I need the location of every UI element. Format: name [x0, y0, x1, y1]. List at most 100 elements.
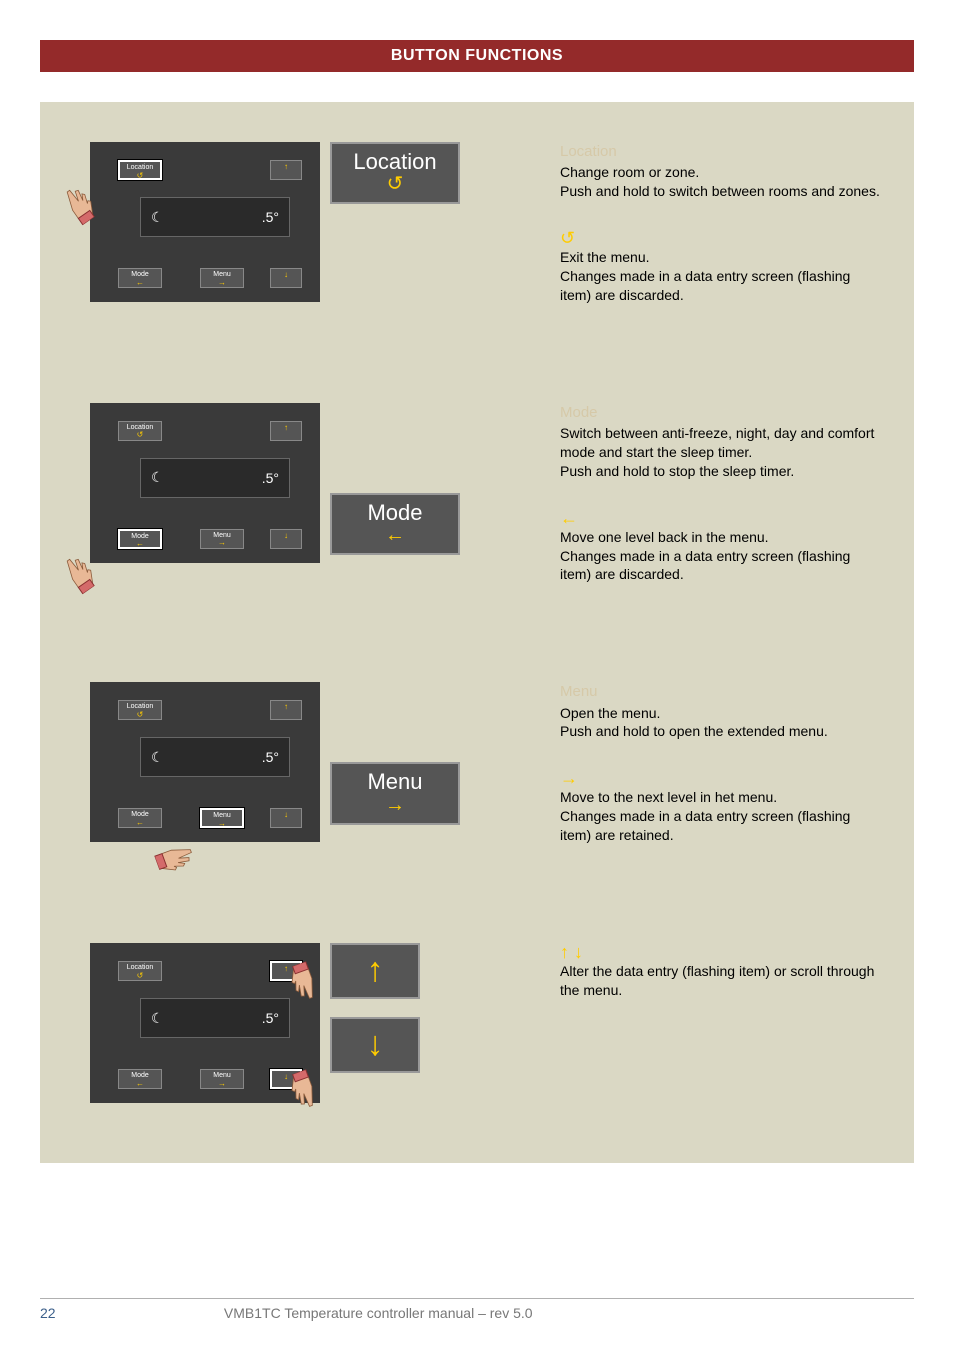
mode-button: Mode ← — [118, 268, 162, 288]
arrow-left-icon: ← — [119, 819, 161, 828]
desc-line: Switch between anti-freeze, night, day a… — [560, 424, 884, 462]
callout-button: Menu → — [330, 762, 460, 824]
callout-sub-icon: → — [385, 794, 405, 817]
button-label: Location — [127, 964, 153, 971]
location-button: Location ↺ — [118, 700, 162, 720]
arrow-right-icon: → — [202, 820, 242, 829]
function-row: Location ↺ ↑ ☾ .5° Mode ← Menu → ↓ — [70, 943, 884, 1103]
callout-column: Menu → — [330, 762, 540, 824]
arrow-right-icon: → — [201, 539, 243, 548]
mode-button: Mode ← — [118, 808, 162, 828]
content-area: Location ↺ ↑ ☾ .5° Mode ← Menu → ↓ — [40, 102, 914, 1163]
temp-reading: .5° — [262, 1010, 279, 1026]
arrow-down-icon: ↓ — [271, 532, 301, 541]
temp-reading: .5° — [262, 749, 279, 765]
up-button: ↑ — [270, 421, 302, 441]
description-column: Location Change room or zone.Push and ho… — [560, 142, 884, 333]
desc-title: Mode — [560, 403, 884, 423]
desc-title: ↺ — [560, 229, 884, 247]
lcd-screen: ☾ .5° — [140, 737, 290, 777]
arrow-left-icon: ← — [119, 279, 161, 288]
desc-line: Exit the menu. — [560, 248, 884, 267]
desc-title: Location — [560, 142, 884, 162]
callout-button: ↑ — [330, 943, 420, 999]
desc-line: Alter the data entry (flashing item) or … — [560, 962, 884, 1000]
lcd-screen: ☾ .5° — [140, 197, 290, 237]
desc-line: Changes made in a data entry screen (fla… — [560, 267, 884, 305]
menu-button: Menu → — [200, 268, 244, 288]
controller-panel: Location ↺ ↑ ☾ .5° Mode ← Menu → ↓ — [90, 403, 320, 563]
controller-panel: Location ↺ ↑ ☾ .5° Mode ← Menu → ↓ — [90, 142, 320, 302]
desc-line: Move one level back in the menu. — [560, 528, 884, 547]
description-block: ↑ ↓ Alter the data entry (flashing item)… — [560, 943, 884, 1000]
arrow-up-icon: ↑ — [271, 163, 301, 172]
return-icon: ↺ — [119, 711, 161, 720]
description-block: Menu Open the menu.Push and hold to open… — [560, 682, 884, 741]
location-button: Location ↺ — [118, 160, 162, 180]
arrow-up-icon: ↑ — [271, 703, 301, 712]
function-row: Location ↺ ↑ ☾ .5° Mode ← Menu → ↓ — [70, 142, 884, 333]
down-button: ↓ — [270, 529, 302, 549]
desc-line: Push and hold to stop the sleep timer. — [560, 462, 884, 481]
controller-illustration: Location ↺ ↑ ☾ .5° Mode ← Menu → ↓ — [70, 142, 330, 302]
desc-line: Push and hold to switch between rooms an… — [560, 182, 884, 201]
desc-title: Menu — [560, 682, 884, 702]
desc-line: Changes made in a data entry screen (fla… — [560, 547, 884, 585]
return-icon: ↺ — [119, 972, 161, 981]
moon-icon: ☾ — [151, 1010, 164, 1027]
description-block: Mode Switch between anti-freeze, night, … — [560, 403, 884, 481]
callout-sub-icon: ↑ — [367, 951, 384, 990]
up-button: ↑ — [270, 700, 302, 720]
arrow-up-icon: ↑ — [272, 965, 300, 974]
callout-sub-icon: ← — [385, 524, 405, 547]
description-block: → Move to the next level in het menu.Cha… — [560, 769, 884, 845]
up-button: ↑ — [270, 961, 302, 981]
desc-title: ↑ ↓ — [560, 943, 884, 961]
temp-reading: .5° — [262, 209, 279, 225]
page-number: 22 — [40, 1305, 100, 1321]
callout-button: Location ↺ — [330, 142, 460, 204]
description-column: Mode Switch between anti-freeze, night, … — [560, 403, 884, 613]
arrow-left-icon: ← — [119, 1080, 161, 1089]
callout-button: ↓ — [330, 1017, 420, 1073]
footer-title: VMB1TC Temperature controller manual – r… — [224, 1305, 533, 1321]
return-icon: ↺ — [120, 172, 160, 181]
desc-line: Move to the next level in het menu. — [560, 788, 884, 807]
controller-panel: Location ↺ ↑ ☾ .5° Mode ← Menu → ↓ — [90, 943, 320, 1103]
callout-label: Location — [353, 149, 436, 174]
arrow-right-icon: → — [201, 1080, 243, 1089]
moon-icon: ☾ — [151, 209, 164, 226]
arrow-up-icon: ↑ — [271, 424, 301, 433]
callout-label: Menu — [367, 769, 422, 794]
controller-panel: Location ↺ ↑ ☾ .5° Mode ← Menu → ↓ — [90, 682, 320, 842]
down-button: ↓ — [270, 1069, 302, 1089]
callout-column: ↑ ↓ — [330, 943, 540, 1073]
down-button: ↓ — [270, 268, 302, 288]
description-column: ↑ ↓ Alter the data entry (flashing item)… — [560, 943, 884, 1028]
description-block: ← Move one level back in the menu.Change… — [560, 509, 884, 585]
arrow-right-icon: → — [201, 279, 243, 288]
moon-icon: ☾ — [151, 749, 164, 766]
button-label: Menu — [213, 1072, 231, 1079]
section-header: BUTTON FUNCTIONS — [40, 40, 914, 72]
arrow-down-icon: ↓ — [271, 811, 301, 820]
desc-line: Change room or zone. — [560, 163, 884, 182]
arrow-down-icon: ↓ — [272, 1073, 300, 1082]
desc-line: Open the menu. — [560, 704, 884, 723]
callout-sub-icon: ↓ — [367, 1025, 384, 1064]
lcd-screen: ☾ .5° — [140, 998, 290, 1038]
menu-button: Menu → — [200, 1069, 244, 1089]
callout-column: Mode ← — [330, 493, 540, 555]
menu-button: Menu → — [200, 529, 244, 549]
lcd-screen: ☾ .5° — [140, 458, 290, 498]
controller-illustration: Location ↺ ↑ ☾ .5° Mode ← Menu → ↓ — [70, 682, 330, 842]
desc-title: ← — [560, 509, 884, 527]
desc-line: Changes made in a data entry screen (fla… — [560, 807, 884, 845]
controller-illustration: Location ↺ ↑ ☾ .5° Mode ← Menu → ↓ — [70, 943, 330, 1103]
temp-reading: .5° — [262, 470, 279, 486]
callout-column: Location ↺ — [330, 142, 540, 204]
controller-illustration: Location ↺ ↑ ☾ .5° Mode ← Menu → ↓ — [70, 403, 330, 563]
function-row: Location ↺ ↑ ☾ .5° Mode ← Menu → ↓ — [70, 403, 884, 613]
button-label: Mode — [131, 1072, 149, 1079]
callout-label: Mode — [367, 500, 422, 525]
